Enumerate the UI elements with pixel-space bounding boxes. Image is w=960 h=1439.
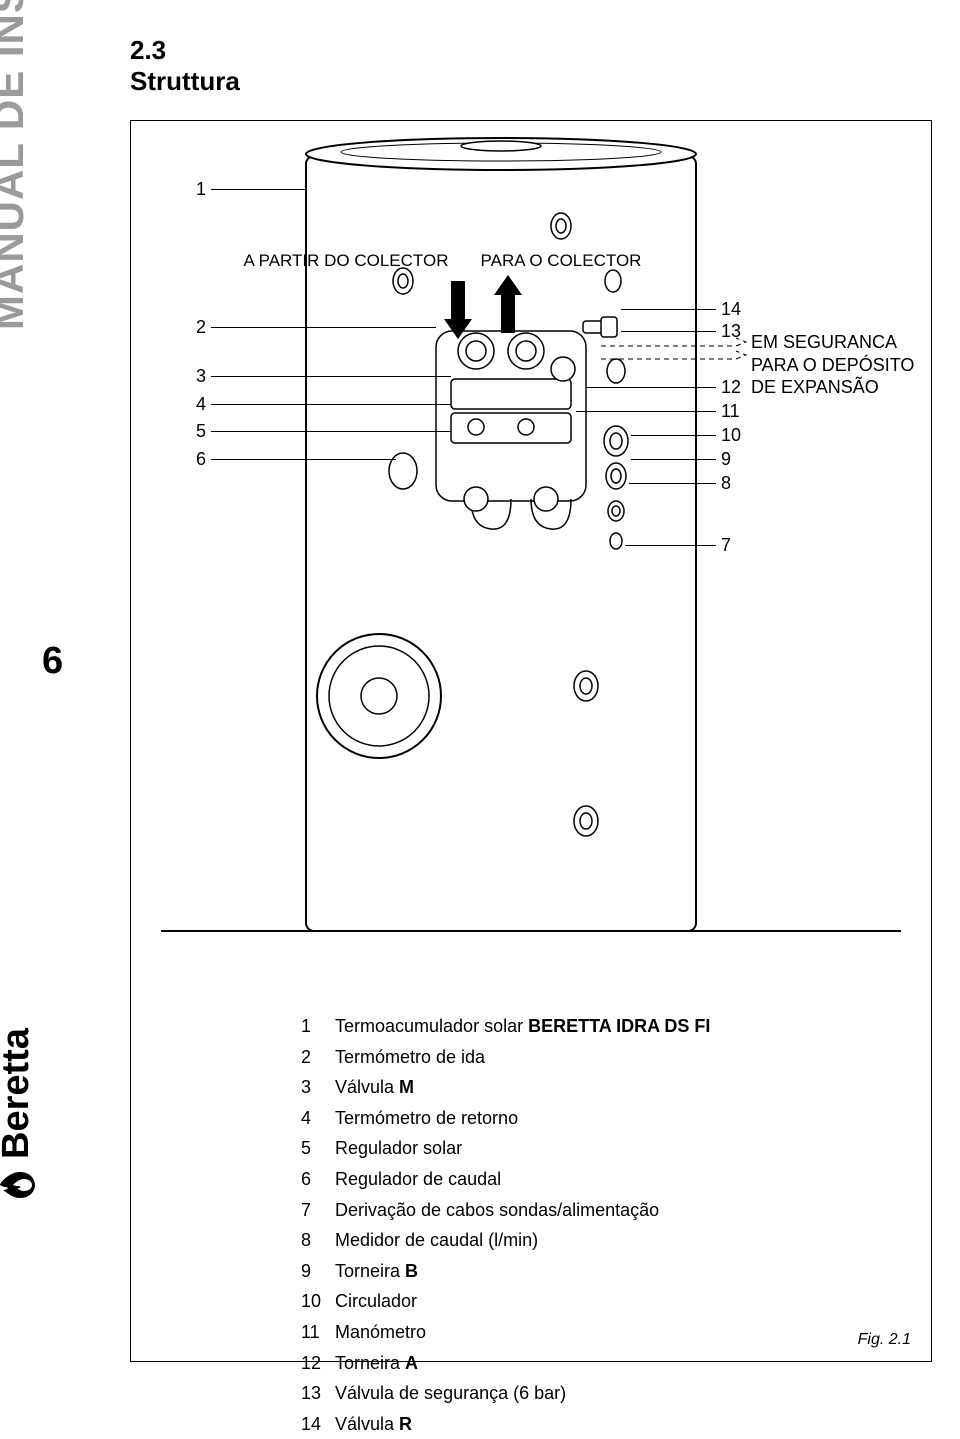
page: MANUAL DE INSTALAÇÃO 6 Beretta 2.3 Strut… <box>0 0 960 1423</box>
callout-6: 6 <box>186 449 206 470</box>
tank-drawing <box>131 121 931 951</box>
note-line2: PARA O DEPÓSITO <box>751 354 914 377</box>
legend: 1Termoacumulador solar BERETTA IDRA DS F… <box>301 1011 710 1439</box>
callout-9: 9 <box>721 449 731 470</box>
sidebar-title: MANUAL DE INSTALAÇÃO <box>0 0 33 330</box>
callout-4: 4 <box>186 394 206 415</box>
figure-caption: Fig. 2.1 <box>858 1331 911 1349</box>
flame-icon <box>0 1165 37 1205</box>
legend-row: 10Circulador <box>301 1286 710 1317</box>
legend-row: 6Regulador de caudal <box>301 1164 710 1195</box>
legend-row: 5Regulador solar <box>301 1133 710 1164</box>
note-line1: EM SEGURANCA <box>751 331 914 354</box>
callout-3: 3 <box>186 366 206 387</box>
legend-row: 3Válvula M <box>301 1072 710 1103</box>
legend-row: 2Termómetro de ida <box>301 1042 710 1073</box>
label-from-collector: A PARTIR DO COLECTOR <box>236 251 456 271</box>
section-number: 2.3 <box>130 35 240 66</box>
callout-12: 12 <box>721 377 741 398</box>
note-line3: DE EXPANSÃO <box>751 376 914 399</box>
callout-5: 5 <box>186 421 206 442</box>
legend-row: 13Válvula de segurança (6 bar) <box>301 1378 710 1409</box>
legend-row: 14Válvula R <box>301 1409 710 1439</box>
brand-name: Beretta <box>0 1028 38 1159</box>
callout-14: 14 <box>721 299 741 320</box>
callout-2: 2 <box>186 317 206 338</box>
legend-row: 7Derivação de cabos sondas/alimentação <box>301 1195 710 1226</box>
legend-row: 4Termómetro de retorno <box>301 1103 710 1134</box>
callout-13: 13 <box>721 321 741 342</box>
callout-8: 8 <box>721 473 731 494</box>
label-to-collector: PARA O COLECTOR <box>461 251 661 271</box>
page-number: 6 <box>42 640 63 683</box>
legend-row: 9Torneira B <box>301 1256 710 1287</box>
note-expansion: EM SEGURANCA PARA O DEPÓSITO DE EXPANSÃO <box>751 331 914 399</box>
section-title: Struttura <box>130 66 240 97</box>
section-header: 2.3 Struttura <box>130 35 240 97</box>
figure-box: A PARTIR DO COLECTOR PARA O COLECTOR 1 2… <box>130 120 932 1362</box>
legend-row: 11Manómetro <box>301 1317 710 1348</box>
callout-7: 7 <box>721 535 731 556</box>
brand-block: Beretta <box>0 1028 38 1205</box>
legend-row: 8Medidor de caudal (l/min) <box>301 1225 710 1256</box>
legend-row: 1Termoacumulador solar BERETTA IDRA DS F… <box>301 1011 710 1042</box>
callout-10: 10 <box>721 425 741 446</box>
callout-11: 11 <box>721 401 740 422</box>
callout-1: 1 <box>186 179 206 200</box>
diagram: A PARTIR DO COLECTOR PARA O COLECTOR 1 2… <box>131 121 931 951</box>
legend-row: 12Torneira A <box>301 1348 710 1379</box>
